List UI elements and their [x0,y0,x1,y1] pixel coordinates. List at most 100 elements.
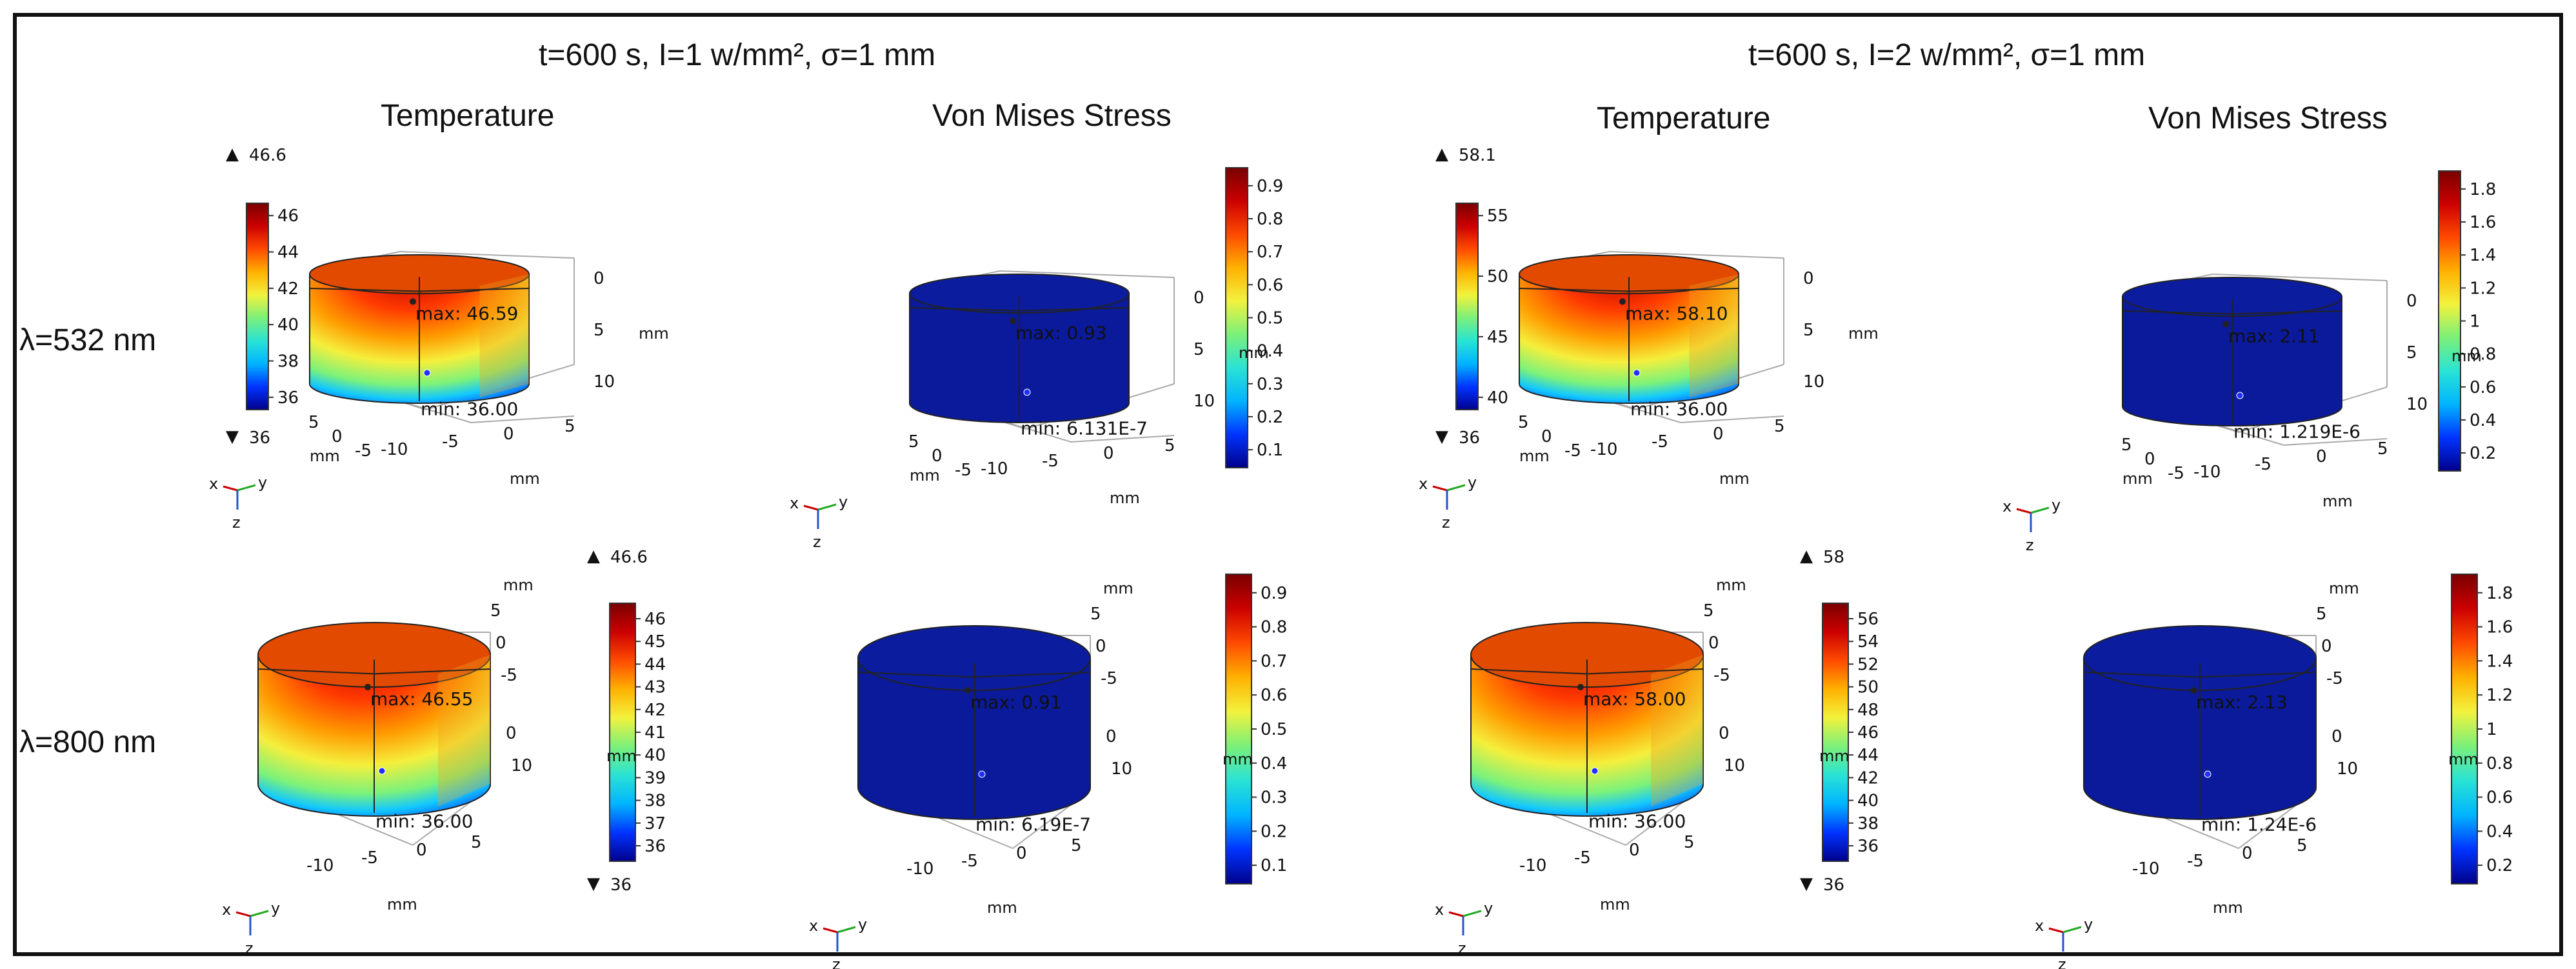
axis-a-tick-label: 0 [2242,844,2253,863]
colorbar [609,603,636,862]
axis-a-unit-label: mm [2213,899,2243,917]
min-annotation: min: 6.19E-7 [975,814,1091,835]
axis-triad-icon [2016,506,2050,532]
max-annotation: max: 58.10 [1625,303,1728,325]
axis-a-tick-label: 5 [1684,833,1695,852]
colorbar-tick-label: 46 [277,206,299,226]
depth-tick-label: 5 [1803,321,1814,340]
depth-tick-label: 0 [1095,637,1106,656]
colorbar-tick-label: 44 [277,243,299,263]
range-min-label: 36 [610,875,632,895]
axis-a-tick-label: 0 [1541,427,1552,446]
depth-unit-label: mm [1848,325,1879,343]
range-max-label: 46.6 [610,548,648,567]
colorbar-tick-label: 1.4 [2470,246,2496,265]
figure-frame [13,13,2563,956]
axis-a-tick-label: -5 [955,461,972,480]
axis-a-tick-label: -5 [2168,464,2184,483]
colorbar-tick-label: 0.2 [1261,822,1287,841]
colorbar-tick-label: 0.3 [1257,375,1283,394]
side-unit-label: mm [606,747,637,765]
plot-svg: 1.8 1.6 1.4 1.2 1 0.8 0.6 0.4 0.2 max: 2.13 min: 1… [2035,574,2513,969]
axis-b-tick-label: -10 [381,440,408,459]
axis-triad-icon [1432,484,1466,510]
axis-b-tick-label: -5 [2255,455,2271,474]
colorbar-tick-label: 1.2 [2470,279,2496,298]
axis-b-tick-label: -10 [981,459,1008,479]
axis-b-tick-label: 0 [1103,444,1114,463]
depth-unit-label: mm [2451,347,2482,365]
range-max-label: 46.6 [249,146,286,165]
triangle-down-icon: ▼ [226,427,239,446]
axis-a-unit-label: mm [387,895,417,914]
axis-a-tick-label: -10 [906,859,934,879]
colorbar [246,203,269,410]
range-min-label: 36 [249,428,270,448]
axis-a-tick-label: -10 [2132,859,2159,879]
depth-tick-label: 0 [1803,269,1814,288]
axis-a-tick-label: 5 [1518,413,1529,432]
stress-field-body [2122,277,2342,426]
axis-a-unit-label: mm [987,899,1017,917]
colorbar-tick-label: 0.1 [1261,856,1287,875]
panel-stress-800-i2: 1.8 1.6 1.4 1.2 1 0.8 0.6 0.4 0.2 max: 2.13 min: 1… [2032,571,2522,969]
max-marker [1010,317,1016,325]
temperature-field-body [1519,254,1739,404]
colorbar [1225,167,1248,468]
plot-svg: 1.8 1.6 1.4 1.2 1 0.8 0.6 0.4 0.2 max: 2.11 min: 1… [2002,170,2496,554]
range-max-label: 58 [1823,548,1844,567]
triad-y-label: y [271,899,280,917]
depth-tick-label: 0 [1106,727,1117,746]
panel-temperature-532-i1: ▲ 46.6 ▼ 36 46 44 42 40 38 36 max: 46.59 min: 36.00… [209,139,677,532]
max-annotation: max: 46.55 [370,688,474,710]
axis-a-unit-label: mm [1519,447,1550,465]
temperature-field-body [309,254,530,404]
max-annotation: max: 0.91 [970,692,1062,713]
triangle-up-icon: ▲ [1435,145,1448,164]
min-marker [1591,767,1599,775]
colorbar-tick-label: 0.6 [1257,275,1283,295]
axis-a-unit-label: mm [310,447,340,465]
colorbar-tick-label: 55 [1487,206,1508,226]
colorbar-tick-label: 0.4 [2470,411,2496,430]
stress-field-body [909,274,1130,423]
depth-tick-label: 5 [2316,604,2327,624]
panel-stress-800-i1: 0.9 0.8 0.7 0.6 0.5 0.4 0.3 0.2 0.1 max: 0.91 min:… [806,571,1297,969]
colorbar-tick-label: 50 [1487,267,1508,286]
depth-tick-label: 5 [490,601,501,621]
colorbar-tick-label: 54 [1857,632,1879,652]
axis-triad-icon [823,926,856,952]
axis-b-tick-label: 0 [2316,447,2327,466]
axis-a-unit-label: mm [1600,895,1630,914]
plot-svg: 0.9 0.8 0.7 0.6 0.5 0.4 0.3 0.2 0.1 max: 0.91 min:… [809,574,1287,969]
colorbar-tick-label: 0.2 [2486,856,2513,875]
colorbar-tick-label: 46 [644,610,666,629]
max-marker [1619,298,1626,305]
depth-unit-label: mm [1239,344,1269,362]
colorbar-tick-label: 1 [2486,720,2497,739]
colorbar-tick-label: 45 [644,632,666,652]
triad-z-label: z [245,939,254,957]
axis-a-tick-label: 0 [332,427,343,446]
axis-b-tick-label: 5 [1774,417,1785,436]
axis-b-tick-label: 0 [1713,425,1724,444]
plot-svg: ▲ 46.6 ▼ 36 46 45 44 43 42 41 40 39 38 37 36 max: 46.55… [222,546,666,957]
depth-tick-label: 0 [2406,292,2417,311]
depth-tick-label: 10 [2406,395,2428,414]
colorbar-tick-label: 0.5 [1257,309,1283,328]
side-unit-label: mm [2448,750,2479,768]
depth-tick-label: 0 [594,269,604,288]
colorbar-tick-label: 1.8 [2486,584,2513,603]
axis-b-tick-label: -5 [1652,432,1668,452]
colorbar-tick-label: 0.8 [1261,618,1287,637]
depth-tick-label: 0 [2321,637,2332,656]
triad-y-label: y [1468,474,1477,492]
range-max-label: 58.1 [1459,146,1496,165]
colorbar [2451,574,2478,884]
triangle-down-icon: ▼ [587,874,600,894]
axis-b-tick-label: -10 [1590,440,1617,459]
triangle-down-icon: ▼ [1435,427,1448,446]
axis-a-tick-label: 5 [1071,836,1082,855]
colorbar-tick-label: 56 [1857,610,1879,629]
temperature-field-body [257,622,491,817]
